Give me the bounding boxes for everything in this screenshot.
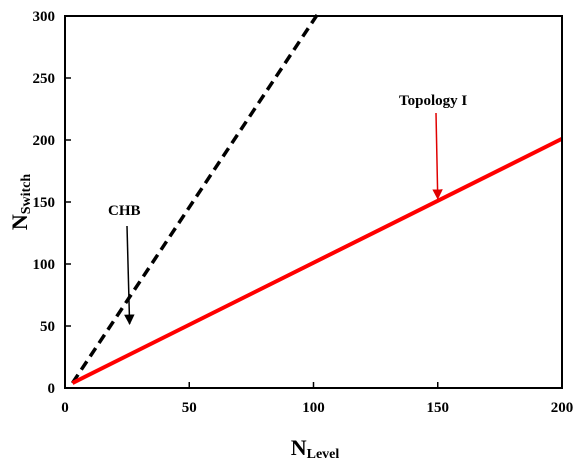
x-tick-label: 100 <box>302 400 325 416</box>
y-tick-label: 300 <box>33 9 56 25</box>
y-axis-label-main: N <box>7 214 32 230</box>
y-tick-label: 150 <box>33 195 56 211</box>
y-tick-label: 200 <box>33 133 56 149</box>
y-tick-label: 250 <box>33 71 56 87</box>
x-axis-label: NLevel <box>291 435 340 462</box>
y-tick-label: 0 <box>48 381 56 397</box>
y-axis-ticks: 0 50 100 150 200 250 300 <box>33 9 71 397</box>
plot-area-frame <box>64 15 563 389</box>
series-layer <box>70 13 563 385</box>
x-tick-label: 150 <box>427 400 450 416</box>
series-line-chb <box>70 13 319 385</box>
x-axis-label-main: N <box>291 435 307 460</box>
y-tick-label: 50 <box>40 319 55 335</box>
y-axis-label: NSwitch <box>7 174 34 231</box>
annotation-layer: CHB Topology I <box>108 93 467 326</box>
x-tick-label: 200 <box>551 400 573 416</box>
x-axis-label-sub: Level <box>307 447 340 462</box>
annotation-label-topology-i: Topology I <box>399 93 467 109</box>
x-tick-label: 0 <box>61 400 69 416</box>
x-tick-label: 50 <box>182 400 197 416</box>
series-line-topology-i <box>71 136 563 385</box>
annotation-label-chb: CHB <box>108 203 141 219</box>
x-axis-ticks: 0 50 100 150 200 <box>61 382 573 416</box>
annotation-arrow-topology-i <box>432 112 443 200</box>
y-tick-label: 100 <box>33 257 56 273</box>
annotation-arrow-chb <box>124 225 135 326</box>
y-axis-label-sub: Switch <box>19 174 34 215</box>
